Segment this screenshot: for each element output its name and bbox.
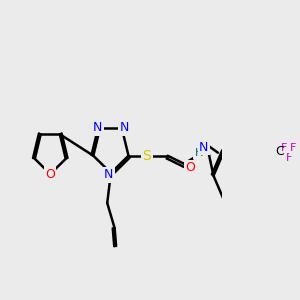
Text: O: O: [186, 161, 196, 174]
Text: F: F: [290, 143, 297, 153]
Text: F: F: [286, 153, 292, 163]
Text: N: N: [104, 169, 113, 182]
Text: O: O: [45, 167, 55, 181]
Text: C: C: [276, 145, 284, 158]
Text: H: H: [194, 148, 203, 158]
Text: N: N: [119, 121, 129, 134]
Text: F: F: [281, 143, 288, 153]
Text: S: S: [142, 149, 151, 163]
Text: N: N: [199, 141, 208, 154]
Text: N: N: [93, 121, 103, 134]
